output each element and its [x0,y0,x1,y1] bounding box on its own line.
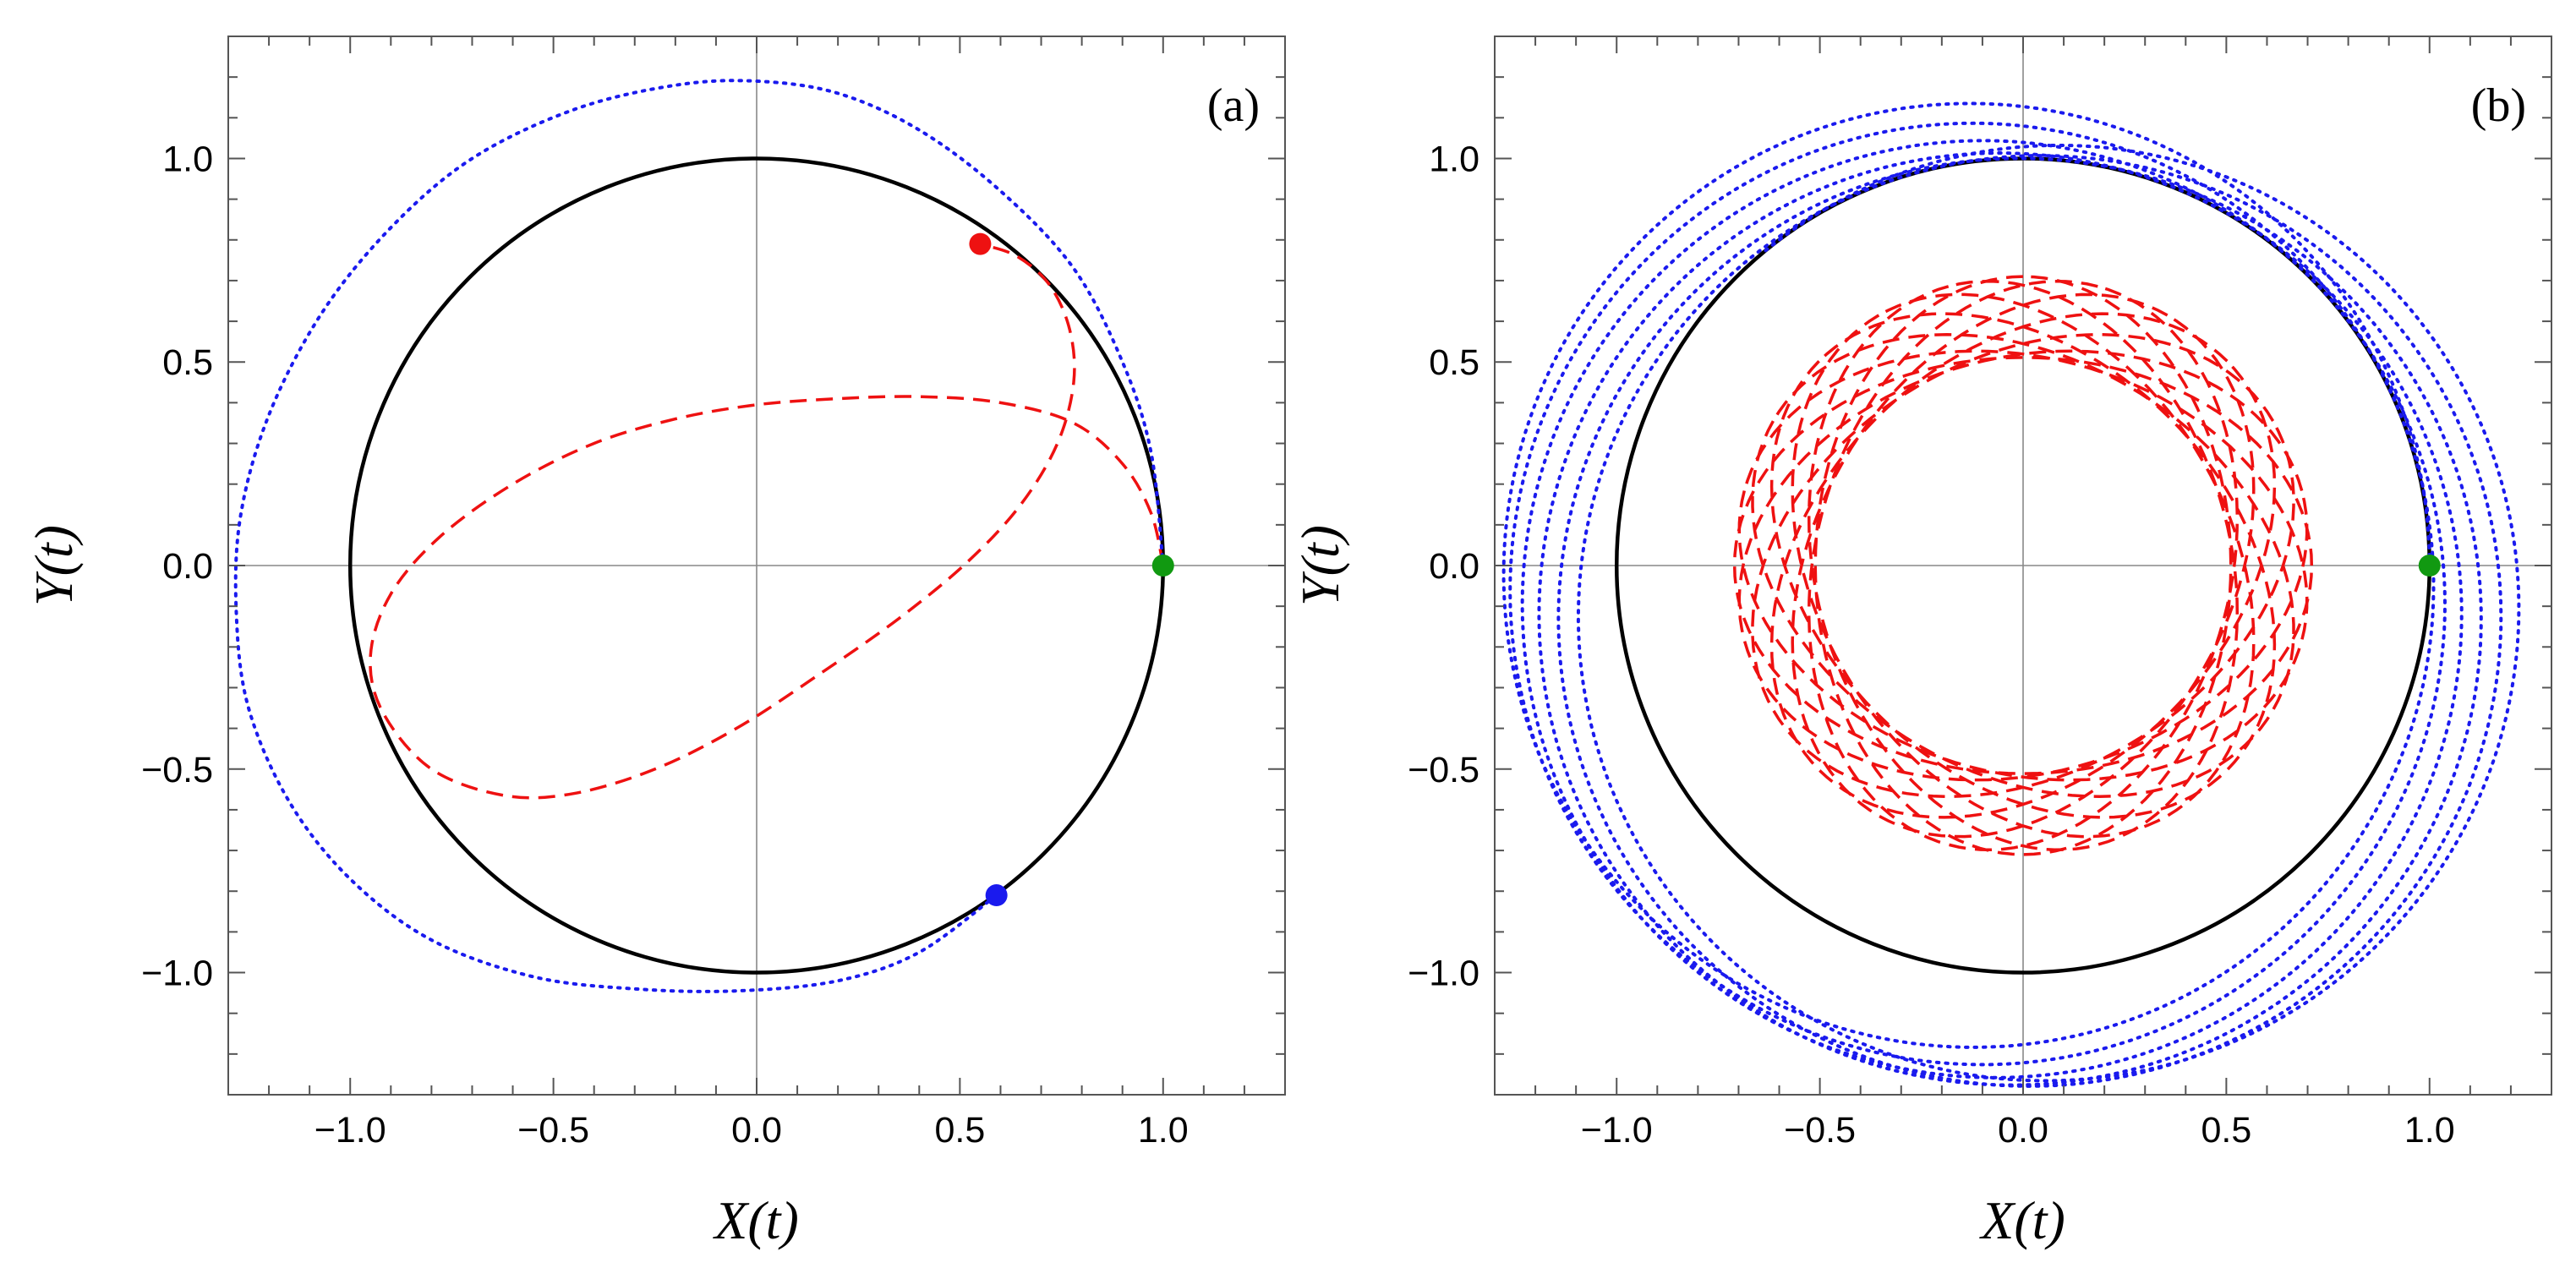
y-tick-label: −0.5 [1408,750,1479,790]
y-tick-label: −1.0 [1408,954,1479,994]
panel-label: (b) [2471,79,2526,132]
panel-a: −1.0 −0.5 0.0 0.5 1.0 −1.0 −0.5 0.0 0.5 1.0 X(t) Y(… [24,36,1286,1250]
y-tick-label: 1.0 [162,139,213,179]
x-tick-label: 0.5 [2201,1110,2251,1151]
green-point [2418,555,2441,577]
rosette-loop-8 [1791,292,2256,839]
x-tick-label: −0.5 [517,1110,589,1151]
x-axis-title: X(t) [712,1190,799,1250]
plot-area [1501,101,2521,1088]
y-tick-label: 1.0 [1429,139,1479,179]
red-start-point [969,232,992,255]
rosette-loop-9 [1769,312,2277,819]
x-tick-label: −1.0 [1581,1110,1653,1151]
y-tick-label: 0.0 [1429,546,1479,587]
y-tick-label: −0.5 [141,750,213,790]
blue-end-point [985,884,1008,907]
y-tick-label: −1.0 [141,954,213,994]
rosette-loop-4 [1791,292,2256,839]
rosette-loop-0 [1732,356,2314,775]
rosette-loop-1 [1737,349,2309,782]
x-tick-label: 1.0 [1138,1110,1189,1151]
x-tick-label: 0.0 [1998,1110,2048,1151]
x-tick-label: −1.0 [314,1110,386,1151]
blue-dotted-orbit [233,79,1165,993]
rosette-loop-5 [1807,279,2240,852]
rosette-loop-3 [1769,312,2277,819]
green-point [1151,555,1174,577]
panel-label: (a) [1207,79,1260,132]
y-tick-label: 0.5 [1429,342,1479,383]
rosette-loop-6 [1813,275,2233,856]
x-tick-label: 0.0 [731,1110,782,1151]
y-axis-title: Y(t) [1290,525,1350,606]
rosette-loop-11 [1737,349,2309,782]
y-tick-label: 0.5 [162,342,213,383]
y-tick-label: 0.0 [162,546,213,587]
rosette-loop-7 [1807,279,2240,852]
x-axis-title: X(t) [1978,1190,2065,1250]
x-tick-label: −0.5 [1784,1110,1856,1151]
rosette-loop-2 [1751,332,2295,799]
x-tick-label: 0.5 [934,1110,985,1151]
y-axis-title: Y(t) [24,525,84,606]
blue-dotted-precessing-orbit [1501,101,2521,1088]
panel-b: −1.0 −0.5 0.0 0.5 1.0 −1.0 −0.5 0.0 0.5 1.0 X(t) Y(… [1290,36,2552,1250]
rosette-loop-10 [1751,332,2295,799]
x-tick-label: 1.0 [2404,1110,2455,1151]
red-dashed-orbit [369,242,1165,800]
plot-area [233,79,1166,993]
